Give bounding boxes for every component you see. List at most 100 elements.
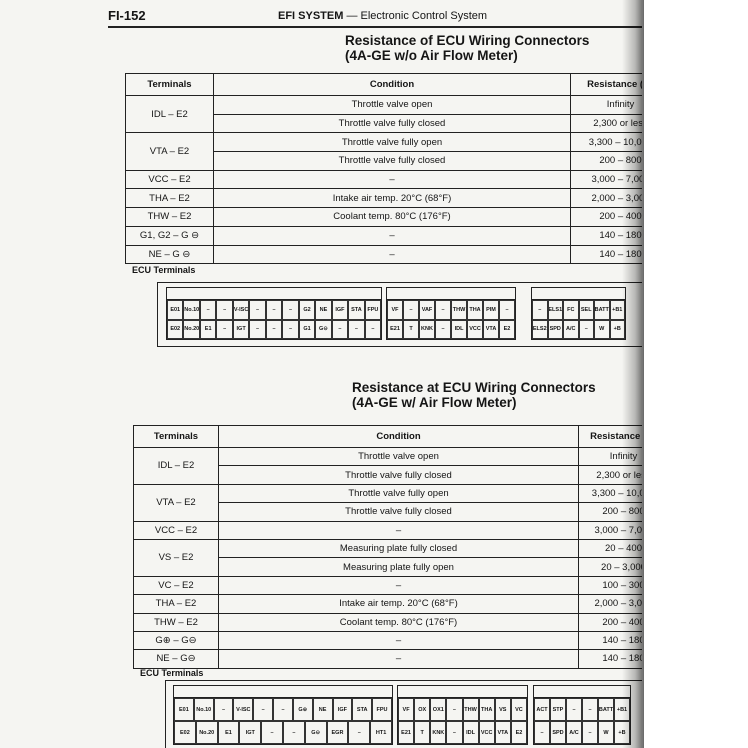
pin-row: – ELS1 FC SEL BATT +B1 — [532, 300, 625, 320]
pin: FPU — [364, 300, 382, 320]
pin: VS — [494, 698, 511, 721]
pin: – — [249, 319, 266, 339]
pin: VCC — [467, 319, 483, 339]
pin-row: E21 T KNK – IDL VCC VTA E2 — [387, 319, 515, 339]
connector-strip: E01 No.10– V-ISC – – G⊕ NE IGF STA FPU E02 No.20 E1 I… — [165, 680, 642, 748]
pin: OX1 — [430, 698, 447, 721]
table-row: VTA – E2 Throttle valve fully open 3,300 –… — [125, 132, 642, 171]
table-row: G⊕ – G⊖–140 – 180 — [133, 630, 642, 651]
pin: VAF — [419, 300, 435, 320]
pin: – — [331, 319, 349, 339]
pin: – — [273, 698, 293, 721]
pin: – — [348, 721, 371, 744]
connector-tabs — [386, 287, 516, 300]
pin: IGF — [331, 300, 349, 320]
condition: – — [218, 649, 579, 669]
condition: Intake air temp. 20°C (68°F) — [218, 594, 579, 614]
pin: HT1 — [370, 721, 392, 744]
terminals: VCC – E2 — [133, 520, 219, 540]
terminals: NE – G ⊖ — [125, 244, 214, 265]
pin: STA — [348, 300, 365, 320]
pin: – — [578, 319, 594, 339]
pin: – — [532, 300, 548, 320]
pin: ELS2 — [532, 319, 548, 339]
pin: E1 — [217, 721, 240, 744]
connector-strip: E01 No.10– – V-ISC – – – G2 NE IGF STA FPU E02 No.20 E… — [157, 282, 642, 347]
connector-tabs — [166, 287, 382, 300]
pin: – — [403, 300, 419, 320]
ecu-terminals-label: ECU Terminals — [140, 668, 204, 678]
table-row: VS – E2 Measuring plate fully closed 20 – … — [133, 538, 642, 577]
pin: ACT — [534, 698, 550, 721]
pin: – — [446, 698, 463, 721]
pin: E21 — [387, 319, 403, 339]
pin: KNK — [419, 319, 435, 339]
condition: – — [213, 169, 571, 190]
pin: VF — [387, 300, 403, 320]
pin: SEL — [578, 300, 594, 320]
connector-pins: E01 No.10– – V-ISC – – – G2 NE IGF STA FPU E02 No.20 E… — [166, 299, 382, 340]
connector: E01 No.10– V-ISC – – G⊕ NE IGF STA FPU E02 No.20 E1 I… — [173, 685, 393, 745]
pin: E2 — [510, 721, 527, 744]
pin: – — [534, 721, 550, 744]
column-header: Terminals — [133, 425, 219, 448]
section-name: EFI SYSTEM — [278, 10, 344, 22]
condition: Throttle valve fully open — [218, 483, 579, 504]
pin: – — [446, 721, 463, 744]
pin: V-ISC — [232, 300, 250, 320]
condition: Coolant temp. 80°C (176°F) — [218, 612, 579, 632]
pin: THW — [451, 300, 467, 320]
table-row: NE – G⊖–140 – 180 — [133, 649, 642, 669]
pin: – — [216, 300, 233, 320]
pin: – — [282, 300, 299, 320]
pin-row: ELS2 SPD A/C – W +B — [532, 319, 625, 339]
pin: G⊖ — [315, 319, 332, 339]
pin: – — [213, 698, 234, 721]
connector-pins: E01 No.10– V-ISC – – G⊕ NE IGF STA FPU E02 No.20 E1 I… — [173, 697, 393, 745]
page-number: FI-152 — [108, 8, 146, 23]
table-row: G1, G2 – G ⊖ –140 – 180 — [125, 225, 642, 246]
pin: – — [348, 319, 365, 339]
header-rule — [108, 26, 642, 28]
condition: Coolant temp. 80°C (176°F) — [213, 207, 571, 227]
pin: – — [199, 300, 217, 320]
title-line: Resistance at ECU Wiring Connectors — [352, 380, 596, 395]
pin: E02 — [167, 319, 184, 339]
terminals: G1, G2 – G ⊖ — [125, 225, 214, 246]
condition: Throttle valve fully closed — [213, 151, 571, 171]
pin: – — [249, 300, 266, 320]
condition: Throttle valve fully closed — [218, 465, 579, 485]
pin: FC — [563, 300, 579, 320]
pin: T — [403, 319, 419, 339]
pin: – — [216, 319, 233, 339]
pin: KNK — [430, 721, 447, 744]
condition: Measuring plate fully open — [218, 557, 579, 577]
pin: W — [594, 319, 610, 339]
table-row: THA – E2 Intake air temp. 20°C (68°F) 2,00… — [125, 188, 642, 209]
title-line: (4A-GE w/o Air Flow Meter) — [345, 48, 518, 63]
terminals: VTA – E2 — [125, 132, 214, 171]
condition: Throttle valve fully closed — [213, 113, 571, 134]
terminals: THW – E2 — [133, 612, 219, 632]
pin: FPU — [372, 698, 392, 721]
pin: OX — [414, 698, 431, 721]
pin: E2 — [499, 319, 515, 339]
terminals: VC – E2 — [133, 575, 219, 596]
pin: IDL — [451, 319, 467, 339]
pin: – — [282, 721, 305, 744]
column-header: Condition — [218, 425, 579, 448]
table-row: VCC – E2–3,000 – 7,000 — [125, 169, 642, 190]
page-edge-shadow — [622, 0, 644, 748]
pin: No.20 — [195, 721, 218, 744]
pin: G⊖ — [304, 721, 327, 744]
pin: – — [435, 319, 451, 339]
pin: VCC — [478, 721, 495, 744]
connector-tabs — [173, 685, 393, 698]
